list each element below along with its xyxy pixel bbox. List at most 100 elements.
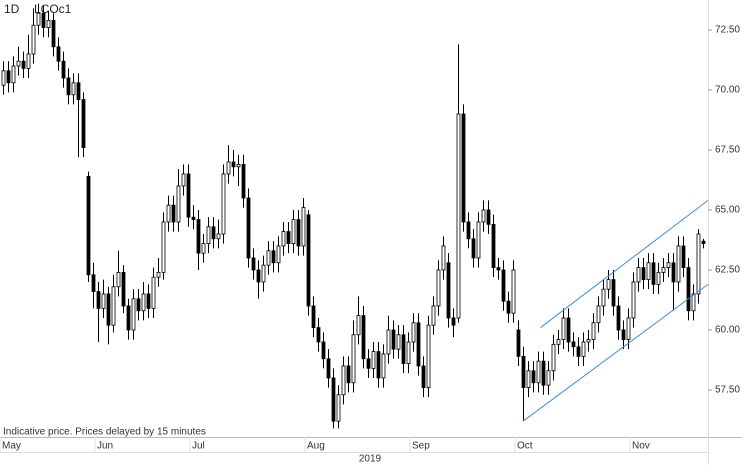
candle-body [351, 334, 356, 384]
candle-body [461, 113, 466, 223]
candle-body [671, 262, 676, 283]
candle-body [401, 334, 406, 364]
candle-body [66, 77, 71, 96]
candle-body [431, 305, 436, 326]
candle-body [521, 355, 526, 388]
x-tick-label: Jun [97, 441, 113, 452]
candle-body [576, 346, 581, 357]
candle-body [201, 243, 206, 254]
candle-body [566, 317, 571, 343]
y-tick-label: 60.00 [715, 325, 740, 336]
candle-body [176, 185, 181, 223]
candle-body [71, 82, 76, 96]
candle-body [626, 317, 631, 340]
candle-body [231, 161, 236, 168]
candle-body [481, 209, 486, 223]
candle-body [656, 271, 661, 285]
candle-body [301, 207, 306, 247]
candle-body [356, 315, 361, 336]
candle-body [476, 221, 481, 259]
note: Indicative price. Prices delayed by 15 m… [3, 427, 206, 438]
candle-body [261, 264, 266, 283]
candle-body [6, 70, 11, 84]
candle-body [556, 339, 561, 345]
candle-body [541, 360, 546, 386]
candle-body [86, 175, 91, 276]
candle-body [501, 269, 506, 302]
candle-body [436, 269, 441, 307]
candle-body [161, 221, 166, 273]
x-tick-label: Oct [517, 441, 533, 452]
candle-body [391, 329, 396, 350]
candle-body [211, 226, 216, 240]
candle-body [106, 293, 111, 326]
candle-body [336, 394, 341, 422]
candle-body [366, 358, 371, 369]
candle-body [646, 262, 651, 280]
y-tick-label: 67.50 [715, 145, 740, 156]
candle-body [686, 267, 691, 312]
candle-body [291, 219, 296, 244]
candle-body [26, 53, 31, 69]
y-tick-label: 62.50 [715, 265, 740, 276]
candle-body [396, 334, 401, 350]
candle-body [381, 353, 386, 379]
candle-body [321, 341, 326, 360]
candle-body [181, 173, 186, 187]
candle-body [326, 358, 331, 379]
candle-body [531, 370, 536, 384]
candle-body [371, 351, 376, 369]
candle-body [186, 173, 191, 218]
candle-body [676, 245, 681, 283]
candle-body [76, 82, 81, 100]
candle-body [196, 219, 201, 254]
candle-body [451, 317, 456, 326]
candle-body [46, 19, 51, 28]
candle-body [191, 216, 196, 220]
candle-body [146, 293, 151, 309]
candle-body [696, 233, 701, 295]
candle-body [51, 19, 56, 48]
candle-body [551, 343, 556, 372]
candle-body [611, 279, 616, 307]
candle-body [286, 231, 291, 244]
candle-body [246, 197, 251, 259]
candle-body [681, 245, 686, 268]
candle-body [216, 233, 221, 240]
candle-body [296, 219, 301, 247]
candle-body [311, 305, 316, 328]
candle-body [641, 267, 646, 280]
candle-body [536, 360, 541, 384]
candle-body [271, 250, 276, 264]
candle-body [81, 99, 86, 148]
y-tick-label: 57.50 [715, 385, 740, 396]
candle-body [236, 163, 241, 168]
candle-body [126, 305, 131, 331]
candle-body [591, 322, 596, 340]
candle-body [361, 315, 366, 360]
candle-body [266, 250, 271, 266]
candle-body [701, 240, 706, 244]
candle-body [376, 351, 381, 379]
candle-body [141, 293, 146, 312]
candle-body [631, 281, 636, 319]
candle-body [156, 271, 161, 278]
candle-body [596, 305, 601, 324]
x-tick-label: Sep [412, 441, 430, 452]
candle-body [411, 322, 416, 343]
trend-line [522, 283, 709, 422]
candle-body [1, 70, 6, 86]
x-tick-label: Aug [307, 441, 325, 452]
candle-body [316, 327, 321, 343]
candle-body [241, 163, 246, 199]
candle-body [446, 262, 451, 319]
candle-body [506, 300, 511, 314]
candle-body [281, 231, 286, 247]
candle-body [606, 279, 611, 290]
candle-body [276, 245, 281, 264]
candle-body [571, 341, 576, 348]
candle-body [221, 173, 226, 235]
candle-body [56, 46, 61, 62]
